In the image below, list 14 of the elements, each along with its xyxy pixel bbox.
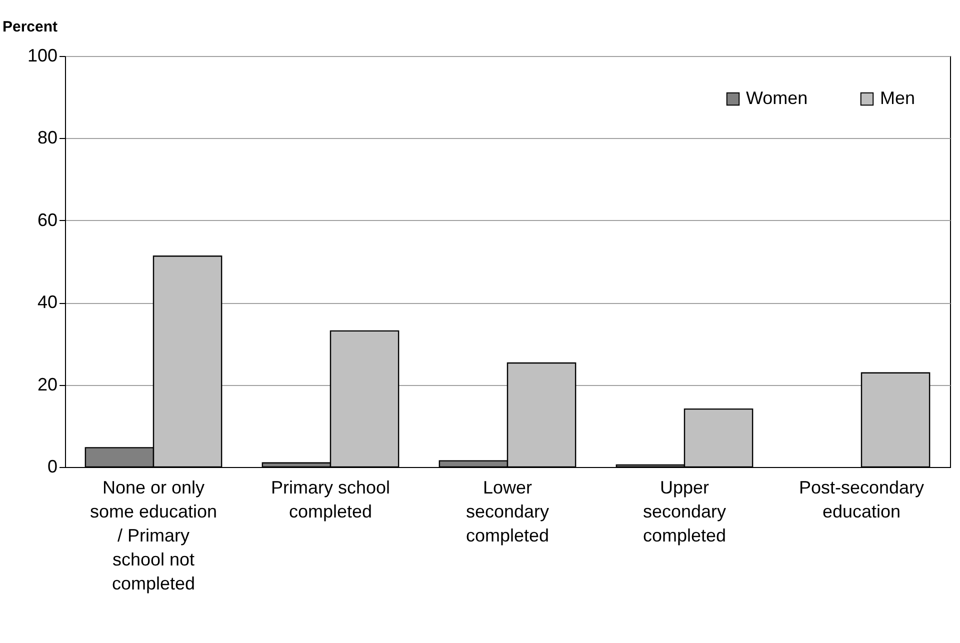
y-tick-label: 80	[37, 128, 58, 148]
x-tick-label: Post-secondary education	[798, 478, 924, 522]
x-tick-label: Primary school completed	[270, 478, 390, 522]
x-tick-label: Lower secondary completed	[466, 478, 550, 546]
y-tick-label: 40	[37, 292, 58, 312]
legend-label: Men	[880, 88, 916, 108]
legend-label: Women	[746, 88, 808, 108]
x-tick-label: Upper secondary completed	[642, 478, 726, 546]
y-axis-title: Percent	[2, 18, 58, 36]
y-tick-label: 60	[37, 210, 58, 230]
y-tick-label: 100	[27, 46, 58, 66]
y-tick-label: 20	[37, 374, 58, 394]
x-tick-label: None or only some education / Primary school not completed	[90, 478, 218, 594]
y-tick-label: 0	[47, 456, 58, 476]
